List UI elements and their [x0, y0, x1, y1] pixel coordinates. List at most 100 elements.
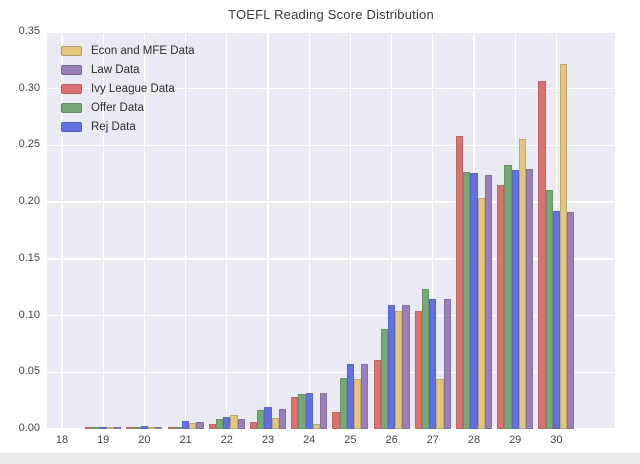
- bar-offer-25: [339, 377, 347, 429]
- bar-econ-24: [312, 424, 320, 429]
- gridline-h: [47, 258, 615, 260]
- bar-law-28: [484, 174, 492, 429]
- gridline-v: [143, 32, 146, 429]
- gridline-v: [184, 32, 187, 429]
- bar-offer-24: [298, 393, 306, 429]
- gridline-v: [432, 32, 434, 429]
- x-tick-label: 27: [426, 434, 439, 446]
- bar-ivy-24: [291, 397, 299, 429]
- legend-swatch-icon: [61, 102, 82, 113]
- gridline-h: [47, 88, 615, 90]
- x-tick-label: 25: [344, 434, 357, 446]
- legend: Econ and MFE Data Law Data Ivy League Data…: [61, 41, 195, 136]
- bar-law-27: [443, 298, 451, 429]
- legend-swatch-icon: [61, 83, 82, 94]
- gridline-v: [61, 32, 63, 429]
- bar-law-24: [320, 392, 328, 429]
- bar-rej-22: [223, 416, 231, 429]
- bar-offer-22: [216, 418, 224, 429]
- bar-rej-24: [305, 392, 313, 429]
- x-tick-label: 20: [138, 434, 151, 446]
- bar-law-25: [361, 364, 369, 429]
- chart-title: TOEFL Reading Score Distribution: [228, 7, 434, 22]
- x-tick-label: 19: [97, 434, 110, 446]
- bar-offer-29: [504, 164, 512, 429]
- y-tick-label: 0.10: [18, 308, 40, 321]
- gridline-h: [47, 201, 615, 203]
- bar-ivy-30: [538, 80, 546, 429]
- bar-offer-23: [257, 409, 265, 429]
- bar-rej-21: [182, 421, 190, 429]
- bar-law-29: [526, 169, 534, 429]
- gridline-h: [47, 371, 615, 373]
- plot-area: Econ and MFE Data Law Data Ivy League Data…: [47, 32, 615, 429]
- y-tick-label: 0.35: [18, 25, 40, 37]
- bar-econ-29: [518, 138, 526, 429]
- bar-rej-26: [388, 305, 396, 429]
- x-tick-label: 22: [220, 434, 233, 446]
- bar-ivy-19: [85, 427, 93, 429]
- bar-econ-19: [106, 427, 114, 429]
- legend-label: Law Data: [91, 63, 140, 76]
- bar-offer-30: [545, 189, 553, 429]
- gridline-v: [226, 32, 228, 429]
- bar-law-21: [196, 422, 204, 429]
- x-tick-label: 21: [179, 434, 192, 446]
- y-tick-label: 0.05: [18, 365, 40, 378]
- bar-econ-26: [395, 311, 403, 429]
- bar-offer-20: [133, 426, 141, 429]
- bar-econ-22: [230, 415, 238, 429]
- x-tick-label: 24: [303, 434, 316, 446]
- x-tick-label: 18: [55, 434, 69, 446]
- x-tick-label: 29: [509, 434, 522, 446]
- bar-ivy-27: [414, 311, 422, 429]
- x-tick-label: 30: [550, 434, 563, 446]
- bar-rej-25: [346, 364, 354, 429]
- bar-rej-19: [99, 426, 107, 429]
- bar-offer-27: [422, 289, 430, 429]
- bar-econ-20: [148, 427, 156, 429]
- bar-ivy-21: [167, 426, 175, 429]
- gridline-h: [47, 314, 615, 317]
- bar-law-19: [114, 426, 122, 429]
- legend-label: Econ and MFE Data: [91, 44, 195, 57]
- bar-econ-30: [560, 63, 568, 429]
- gridline-v: [267, 32, 269, 429]
- bar-ivy-29: [497, 185, 505, 429]
- y-tick-label: 0.25: [18, 138, 40, 151]
- bar-ivy-20: [126, 427, 134, 429]
- legend-item-ivy: Ivy League Data: [61, 79, 195, 98]
- bar-offer-26: [380, 329, 388, 429]
- bar-econ-23: [271, 417, 279, 429]
- legend-item-law: Law Data: [61, 60, 195, 79]
- bar-econ-21: [189, 423, 197, 429]
- x-tick-label: 28: [467, 434, 481, 446]
- gridline-h: [47, 144, 615, 147]
- bar-rej-27: [429, 298, 437, 429]
- y-tick-label: 0.20: [18, 195, 40, 208]
- bar-offer-21: [174, 426, 182, 429]
- bar-offer-28: [463, 171, 471, 429]
- bottom-strip: [0, 453, 640, 464]
- gridline-v: [349, 32, 352, 429]
- bar-econ-28: [477, 197, 485, 429]
- bar-offer-19: [92, 427, 100, 429]
- bar-law-30: [567, 212, 575, 429]
- gridline-h: [47, 428, 615, 429]
- gridline-v: [308, 32, 310, 429]
- x-tick-label: 23: [261, 434, 275, 446]
- y-tick-label: 0.00: [18, 422, 40, 434]
- x-tick-label: 26: [385, 434, 398, 446]
- legend-label: Offer Data: [91, 101, 144, 114]
- bar-rej-29: [511, 170, 519, 429]
- bar-law-23: [278, 408, 286, 429]
- gridline-h: [47, 32, 615, 33]
- legend-swatch-icon: [61, 64, 82, 75]
- bar-law-20: [155, 426, 163, 429]
- bar-ivy-26: [373, 359, 381, 429]
- bar-law-26: [402, 305, 410, 429]
- bar-econ-27: [436, 379, 444, 429]
- legend-item-offer: Offer Data: [61, 98, 195, 117]
- legend-label: Ivy League Data: [91, 82, 175, 95]
